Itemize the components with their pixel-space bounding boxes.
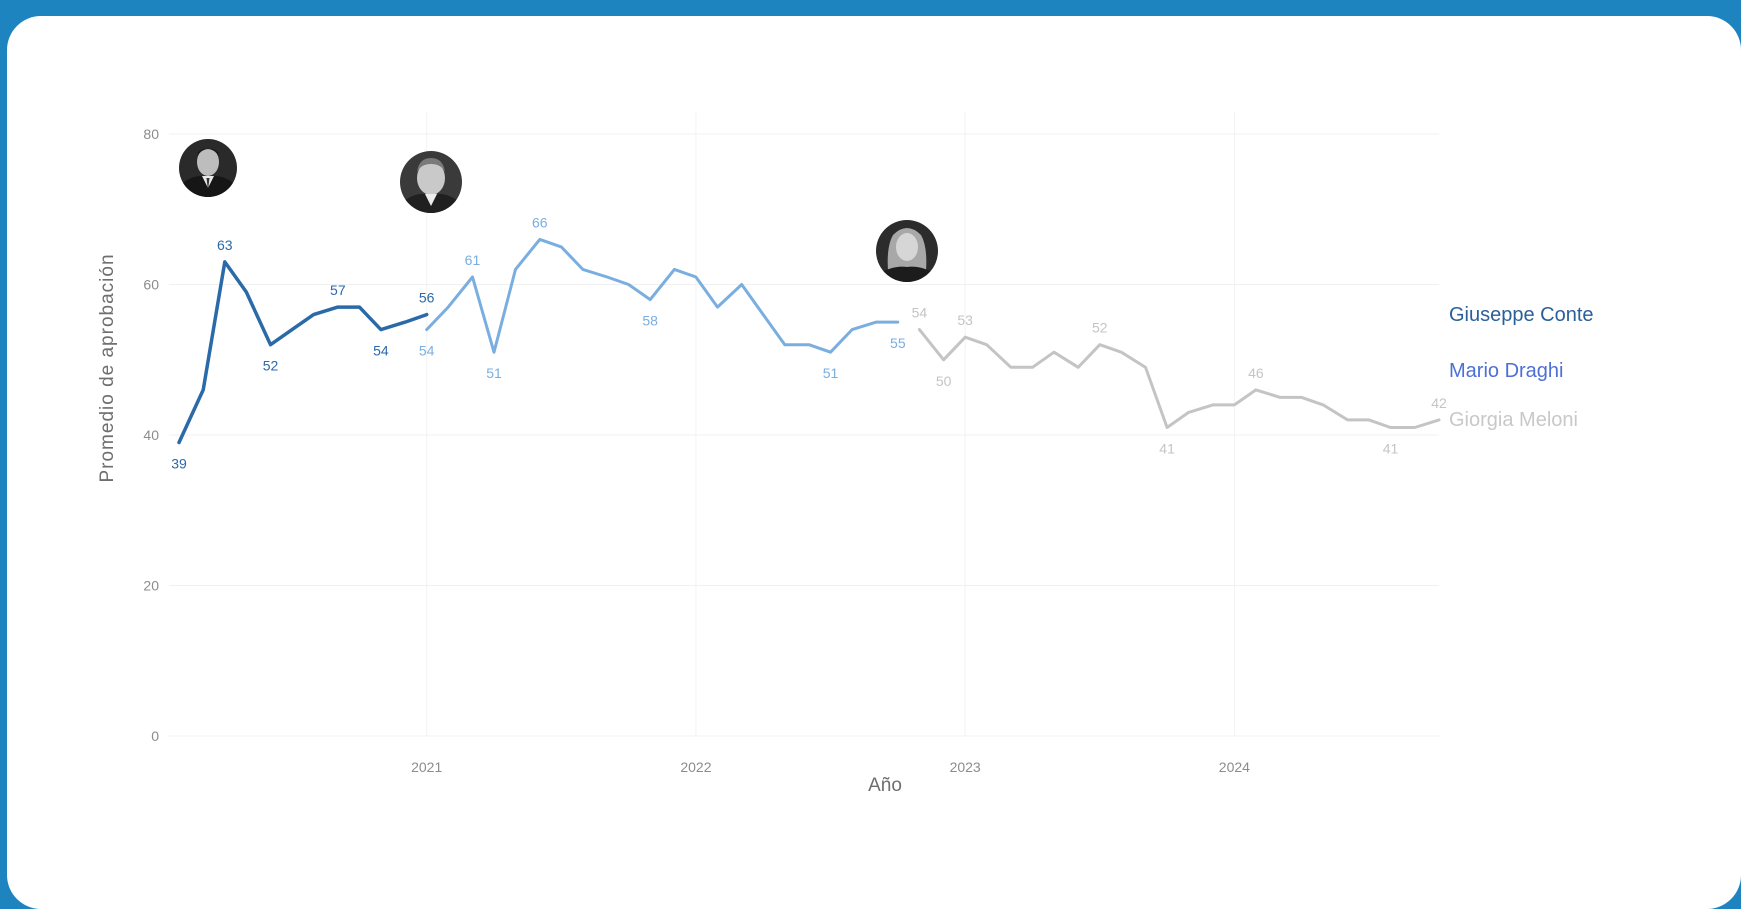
legend-item-mario-draghi: Mario Draghi [1449,360,1563,382]
data-label: 41 [1159,440,1175,456]
y-tick-label: 80 [143,126,159,142]
y-axis-title: Promedio de aprobación [97,253,118,482]
data-label: 54 [419,343,435,359]
series-line-giuseppe-conte [177,260,429,445]
portrait-giorgia-meloni [876,220,938,282]
x-tick-label: 2021 [411,759,442,775]
data-label: 46 [1248,365,1264,381]
data-label: 57 [330,282,346,298]
legend-item-giorgia-meloni: Giorgia Meloni [1449,409,1578,431]
y-tick-label: 40 [143,427,159,443]
series-line-giorgia-meloni [917,328,1441,429]
data-label: 66 [532,214,548,230]
gridlines [169,112,1439,737]
data-label: 53 [957,312,973,328]
x-axis-title: Año [868,775,902,796]
data-label: 51 [823,365,839,381]
y-tick-label: 0 [151,728,159,744]
data-label: 61 [465,252,481,268]
legend-item-giuseppe-conte: Giuseppe Conte [1449,304,1594,326]
axes: Año Promedio de aprobación 0 20 40 60 80 2021… [97,126,1250,796]
x-tick-label: 2024 [1219,759,1250,775]
series-lines [177,237,1441,445]
data-label: 58 [642,313,658,329]
portrait-mario-draghi [400,151,462,213]
data-label: 51 [486,365,502,381]
y-tick-label: 20 [143,578,159,594]
approval-line-chart: Año Promedio de aprobación 0 20 40 60 80 2021… [97,112,1594,796]
data-label: 63 [217,237,233,253]
data-label: 55 [890,335,906,351]
data-label: 52 [263,358,279,374]
x-tick-label: 2023 [950,759,981,775]
data-label: 50 [936,373,952,389]
data-label: 52 [1092,320,1108,336]
data-label: 54 [373,343,389,359]
data-label: 41 [1383,440,1399,456]
data-label: 42 [1431,395,1447,411]
y-tick-label: 60 [143,277,159,293]
legend: Giuseppe Conte Mario Draghi Giorgia Melo… [1449,304,1594,431]
data-label: 54 [912,305,928,321]
series-line-mario-draghi [425,237,900,354]
x-tick-label: 2022 [680,759,711,775]
data-label: 39 [171,456,187,472]
portrait-giuseppe-conte [179,139,237,197]
chart-card: Año Promedio de aprobación 0 20 40 60 80 2021… [7,16,1741,909]
data-labels: 39 63 52 57 54 56 54 61 51 66 58 51 55 54 50 53 52 41 46 41… [171,214,1447,471]
data-label: 56 [419,290,435,306]
